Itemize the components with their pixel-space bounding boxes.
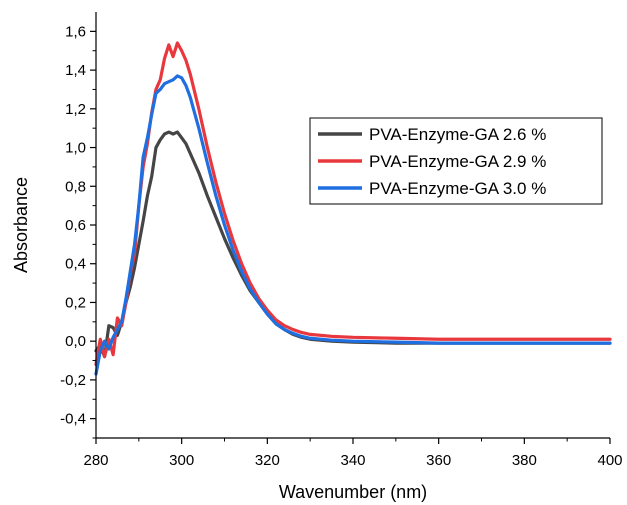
legend-label: PVA-Enzyme-GA 2.6 %	[369, 125, 546, 144]
x-tick-label: 320	[255, 452, 280, 469]
legend: PVA-Enzyme-GA 2.6 % PVA-Enzyme-GA 2.9 % PV…	[309, 117, 603, 205]
y-tick-label: 0,8	[65, 178, 86, 195]
y-tick-label: 1,4	[65, 62, 86, 79]
legend-label: PVA-Enzyme-GA 3.0 %	[369, 179, 546, 198]
series-line-3	[94, 74, 612, 376]
x-ticks: 280 300 320 340 360 380 400	[83, 438, 623, 469]
x-tick-label: 340	[340, 452, 365, 469]
y-tick-label: 1,6	[65, 23, 86, 40]
y-ticks: -0,4 -0,2 0,0 0,2 0,4 0,6 0,8 1,0 1,2 1,4 1,6	[60, 23, 96, 439]
y-tick-label: 0,0	[65, 333, 86, 350]
x-tick-label: 360	[426, 452, 451, 469]
x-axis-label: Wavenumber (nm)	[279, 482, 427, 502]
y-axis-label: Absorbance	[11, 177, 31, 273]
x-tick-label: 380	[512, 452, 537, 469]
y-tick-label: 0,4	[65, 256, 86, 273]
plot-area	[94, 41, 612, 376]
y-tick-label: 1,2	[65, 101, 86, 118]
x-tick-label: 300	[169, 452, 194, 469]
y-tick-label: -0,2	[60, 372, 86, 389]
y-tick-label: 0,2	[65, 294, 86, 311]
legend-label: PVA-Enzyme-GA 2.9 %	[369, 152, 546, 171]
axes	[95, 12, 610, 439]
x-tick-label: 400	[597, 452, 622, 469]
x-tick-label: 280	[83, 452, 108, 469]
y-tick-label: 1,0	[65, 140, 86, 157]
y-tick-label: 0,6	[65, 217, 86, 234]
y-tick-label: -0,4	[60, 411, 86, 428]
